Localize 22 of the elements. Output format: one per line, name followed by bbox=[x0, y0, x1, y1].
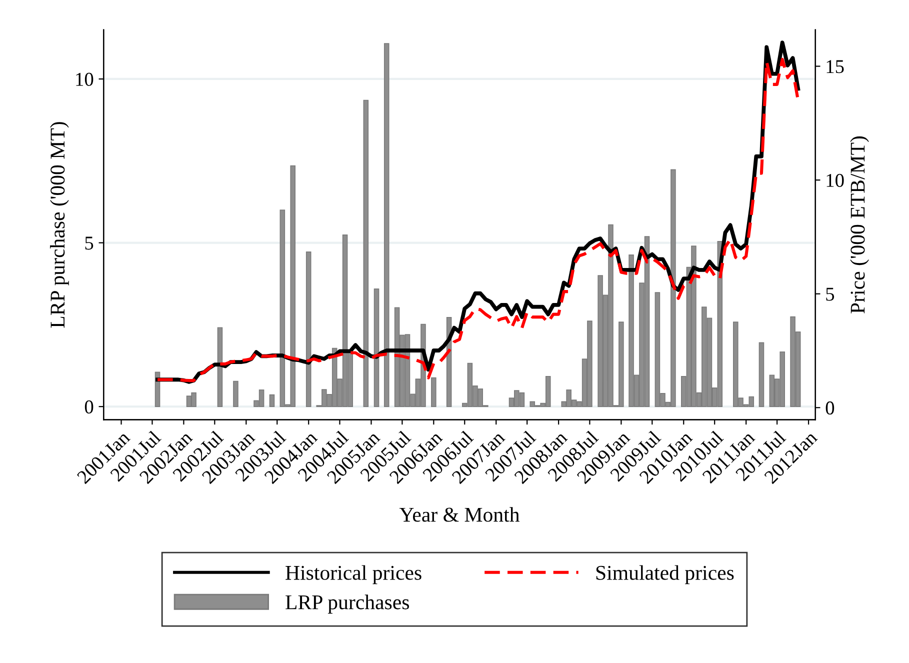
legend-label: Simulated prices bbox=[596, 565, 734, 584]
legend-label: LRP purchases bbox=[286, 594, 409, 614]
bar bbox=[306, 252, 312, 407]
bar bbox=[374, 288, 380, 407]
y2-tick-label: 5 bbox=[826, 288, 834, 301]
y-tick-label: 5 bbox=[85, 236, 94, 250]
bar bbox=[217, 327, 223, 407]
legend-label: Historical prices bbox=[286, 565, 422, 584]
bar bbox=[431, 377, 436, 407]
bar bbox=[758, 342, 764, 407]
y2-tick-label: 0 bbox=[826, 401, 834, 415]
y2-tick-label: 10 bbox=[826, 174, 844, 187]
y-tick-label: 0 bbox=[84, 400, 94, 414]
x-axis-title: Year & Month bbox=[399, 507, 520, 522]
bar bbox=[269, 394, 275, 407]
bar bbox=[363, 100, 369, 407]
y2-axis-title: Price ('000 ETB/MT) bbox=[850, 136, 869, 314]
y-tick-label: 10 bbox=[76, 72, 94, 86]
bar bbox=[384, 43, 390, 407]
bar bbox=[233, 380, 238, 407]
y2-tick-label: 15 bbox=[826, 60, 844, 74]
y-axis-title: LRP purchase ('000 MT) bbox=[50, 122, 69, 328]
